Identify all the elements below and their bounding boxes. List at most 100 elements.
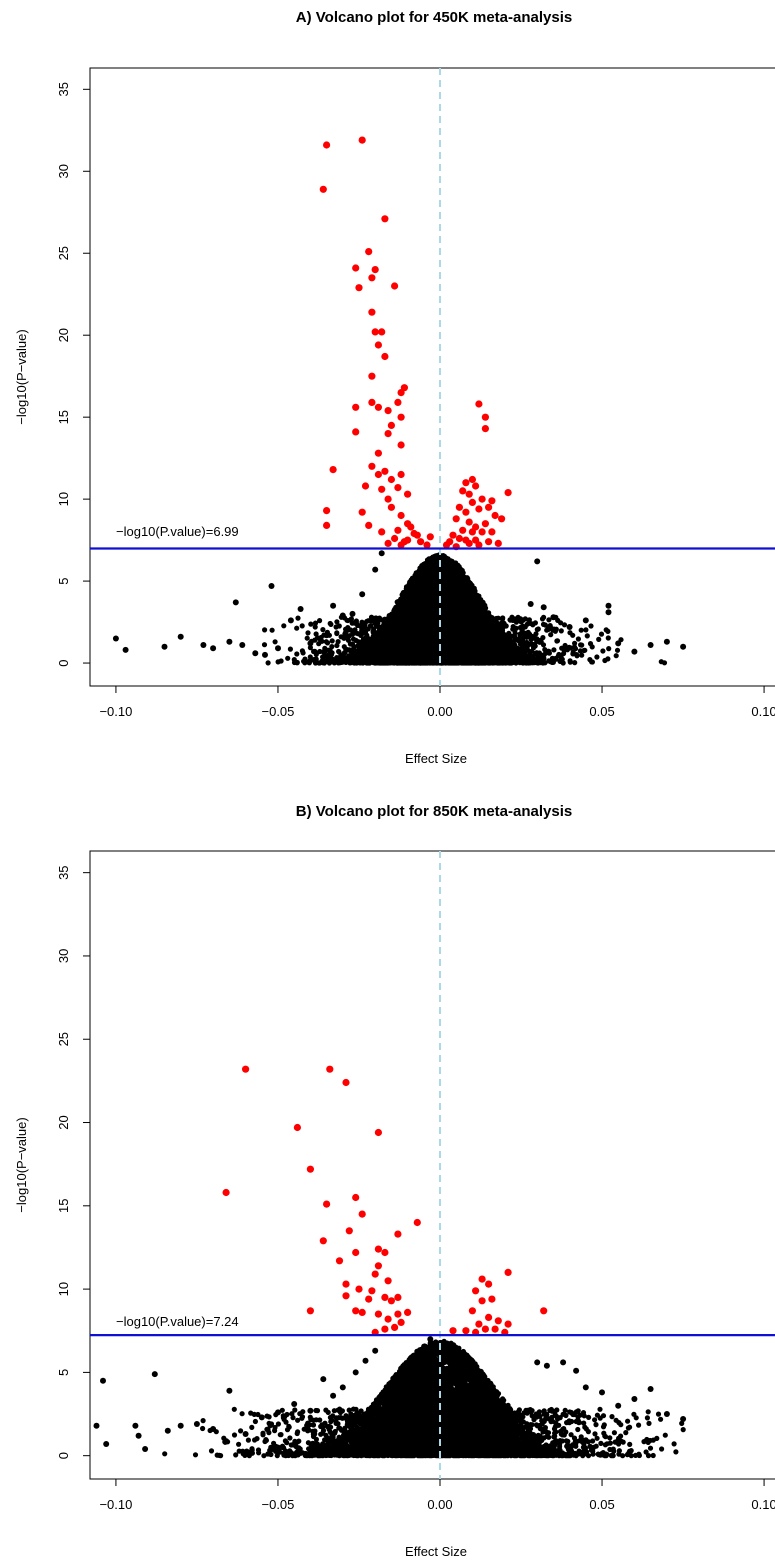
significant-point [442, 541, 451, 549]
significant-point [449, 1327, 457, 1335]
significant-point [323, 1200, 331, 1208]
significant-point [397, 441, 405, 449]
significant-point [504, 489, 512, 497]
significant-point [374, 1128, 382, 1137]
y-tick-label: 20 [56, 328, 71, 342]
significant-point [465, 518, 473, 526]
nonsignificant-point [200, 642, 207, 648]
nonsignificant-point [275, 645, 281, 652]
nonsignificant-point [330, 1392, 337, 1399]
significant-point [391, 534, 399, 543]
x-tick-label: −0.10 [99, 1497, 132, 1512]
significant-point [352, 1248, 360, 1257]
significant-point [491, 1325, 499, 1333]
significant-point [394, 526, 402, 534]
significant-point [478, 1275, 486, 1283]
overlays-b [90, 851, 775, 1479]
significant-point [478, 528, 486, 536]
significant-point [384, 1315, 392, 1323]
x-tick-label: 0.10 [751, 704, 775, 719]
significant-point [394, 1310, 402, 1318]
significant-point [319, 185, 327, 193]
nonsignificant-point [339, 1384, 346, 1391]
significant-point [381, 1293, 389, 1301]
significant-point [378, 328, 386, 336]
significant-point [381, 352, 389, 361]
nonsignificant-point [93, 1422, 100, 1429]
significant-point [488, 528, 496, 536]
significant-point [397, 541, 405, 549]
significant-point [540, 1307, 548, 1315]
significant-point [488, 497, 496, 505]
significant-point [222, 1188, 230, 1197]
nonsignificant-point [647, 1386, 654, 1392]
significant-point [368, 274, 376, 282]
significant-point [481, 425, 489, 433]
nonsignificant-point [330, 602, 337, 609]
significant-point [462, 479, 470, 487]
nonsignificant-point [210, 645, 217, 652]
nonsignificant-point [177, 1422, 184, 1429]
overlays-a [90, 68, 775, 686]
significant-point [387, 1297, 395, 1305]
significant-point [481, 413, 489, 421]
x-tick-label: 0.05 [589, 1497, 614, 1512]
nonsignificant-point [226, 638, 233, 645]
significant-point [494, 539, 502, 548]
significant-point [413, 1218, 421, 1227]
nonsignificant-point [291, 1401, 298, 1407]
significant-point [355, 1285, 363, 1293]
nonsignificant-point [112, 635, 119, 642]
significant-point [404, 490, 412, 498]
significant-point [397, 413, 405, 421]
significant-point [465, 539, 473, 548]
nonsignificant-point [103, 1441, 110, 1447]
nonsignificant-point [527, 601, 534, 607]
y-axis-label-a: −log10(P−value) [14, 329, 29, 424]
significant-point [452, 515, 460, 523]
significant-point [475, 1320, 483, 1328]
nonsignificant-point [268, 583, 275, 589]
significant-point [478, 495, 486, 503]
y-tick-label: 15 [56, 410, 71, 424]
panel-b: B) Volcano plot for 850K meta-analysis −… [14, 803, 775, 1559]
y-tick-label: 25 [56, 1032, 71, 1046]
significant-point [352, 403, 360, 411]
significant-point [384, 407, 392, 415]
threshold-label-a: −log10(P.value)=6.99 [116, 524, 239, 539]
nonsignificant-point [372, 1347, 379, 1354]
significant-point [306, 1165, 314, 1173]
y-tick-label: 0 [56, 1452, 71, 1459]
significant-point [394, 398, 402, 406]
nonsignificant-point [663, 1411, 670, 1417]
y-axis-a: 0 5 10 15 20 25 30 35 [56, 82, 90, 667]
significant-point [368, 372, 376, 380]
significant-point [342, 1292, 350, 1300]
y-axis-label-b: −log10(P−value) [14, 1117, 29, 1212]
significant-point [342, 1078, 350, 1087]
significant-point [365, 521, 373, 530]
background-point-cloud [261, 552, 668, 666]
nonsignificant-point [226, 1387, 233, 1394]
nonsignificant-point [362, 1357, 369, 1364]
x-axis-a: −0.10 −0.05 0.00 0.05 0.10 [99, 686, 775, 719]
significant-point [384, 1277, 392, 1285]
significant-point [368, 1287, 376, 1295]
significant-point [391, 282, 399, 290]
significant-point [481, 520, 489, 528]
significant-point [335, 1257, 344, 1265]
significant-point [397, 389, 405, 397]
significant-point [381, 215, 389, 223]
x-axis-label-b: Effect Size [405, 1544, 467, 1559]
nonsignificant-point [122, 646, 129, 653]
nonsignificant-point [631, 1396, 638, 1402]
nonsignificant-point [349, 610, 356, 617]
significant-point [462, 1327, 470, 1335]
significant-point [381, 467, 389, 475]
significant-point [481, 1325, 489, 1333]
y-axis-b: 0 5 10 15 20 25 30 35 [56, 865, 90, 1459]
nonsignificant-point [210, 1426, 217, 1432]
nonsignificant-point [680, 643, 687, 650]
significant-point [468, 475, 476, 484]
